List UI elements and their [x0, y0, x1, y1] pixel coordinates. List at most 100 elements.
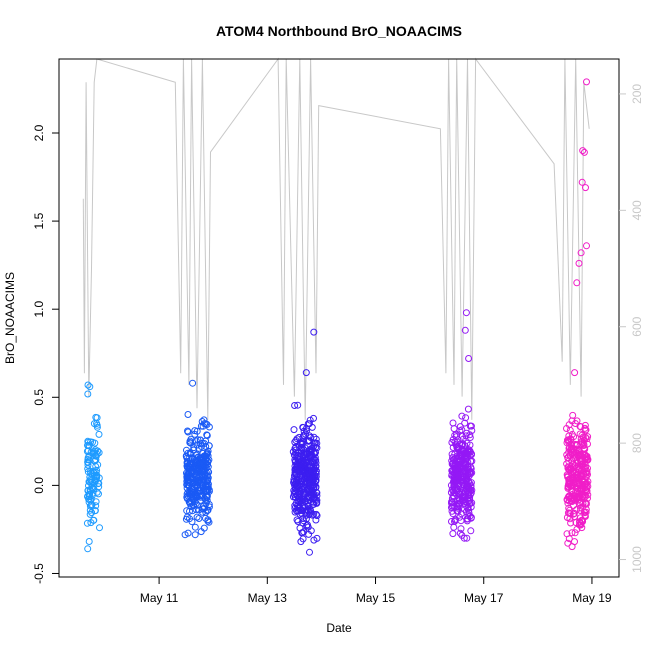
- data-point: [582, 499, 590, 507]
- y-right-tick-label: 200: [630, 84, 644, 104]
- x-tick-label: May 19: [572, 591, 612, 605]
- data-point-outlier: [582, 184, 589, 192]
- data-point: [84, 381, 92, 389]
- data-point: [451, 431, 459, 439]
- data-point: [302, 472, 310, 480]
- data-point: [457, 525, 465, 533]
- series-5: [563, 411, 592, 551]
- data-point: [465, 492, 473, 500]
- data-point-outlier: [306, 548, 313, 556]
- data-point: [195, 506, 203, 514]
- series-4: [447, 405, 476, 542]
- y-tick-label: -0.5: [32, 563, 46, 584]
- data-point: [93, 466, 101, 474]
- data-point: [88, 478, 96, 486]
- data-point: [463, 476, 471, 484]
- data-point: [186, 489, 194, 497]
- data-point: [466, 431, 474, 439]
- data-point: [578, 516, 586, 524]
- data-point: [86, 510, 94, 518]
- data-point-outlier: [579, 147, 587, 155]
- data-point: [458, 426, 466, 434]
- data-point: [84, 492, 92, 500]
- data-point: [86, 502, 94, 510]
- data-point: [89, 489, 97, 497]
- data-point: [567, 519, 575, 527]
- data-point-outlier: [462, 309, 470, 317]
- data-point: [300, 528, 308, 536]
- data-point: [95, 483, 103, 491]
- data-point: [464, 405, 472, 413]
- data-point: [448, 457, 456, 465]
- chart-title: ATOM4 Northbound BrO_NOAACIMS: [216, 23, 462, 39]
- data-point-outlier: [84, 545, 92, 553]
- data-point: [308, 511, 316, 519]
- data-point: [457, 464, 465, 472]
- data-point: [464, 503, 472, 511]
- data-point: [457, 517, 465, 525]
- data-point: [567, 479, 574, 487]
- data-point: [564, 509, 572, 517]
- data-point: [306, 447, 314, 455]
- data-point: [84, 390, 92, 398]
- data-point: [192, 437, 200, 445]
- data-point: [191, 531, 199, 539]
- data-point: [580, 508, 588, 516]
- data-point: [296, 477, 304, 485]
- data-point: [307, 463, 315, 471]
- data-point: [581, 456, 589, 464]
- data-point: [565, 504, 573, 512]
- data-point: [291, 438, 299, 446]
- plot-frame: [58, 58, 620, 578]
- data-point: [299, 423, 307, 431]
- data-point-outlier: [302, 369, 310, 377]
- data-point-outlier: [573, 279, 581, 287]
- data-point: [565, 535, 573, 543]
- x-axis-label: Date: [326, 621, 352, 635]
- data-point: [313, 489, 321, 497]
- data-point: [87, 448, 95, 456]
- data-point: [449, 530, 457, 538]
- data-point: [299, 504, 307, 512]
- data-point: [462, 414, 470, 422]
- data-point: [186, 507, 193, 515]
- data-point: [292, 443, 300, 451]
- data-point: [568, 529, 576, 537]
- data-point: [467, 422, 475, 430]
- data-point: [463, 534, 471, 542]
- data-point: [569, 473, 577, 481]
- data-point: [563, 439, 571, 447]
- data-point: [452, 433, 460, 441]
- data-point: [571, 529, 579, 537]
- data-point: [185, 498, 193, 506]
- data-point: [202, 437, 210, 445]
- data-point: [467, 457, 475, 465]
- data-point: [301, 480, 309, 488]
- data-point: [292, 485, 299, 493]
- data-point: [85, 478, 93, 486]
- data-point: [291, 402, 299, 409]
- data-point: [454, 507, 462, 515]
- data-point-outlier: [580, 148, 588, 156]
- data-point: [293, 478, 301, 486]
- data-point: [573, 506, 581, 513]
- data-point: [576, 449, 583, 457]
- data-point: [579, 433, 587, 441]
- data-point: [449, 487, 457, 495]
- data-point: [581, 426, 589, 434]
- data-point: [204, 506, 212, 514]
- data-point: [579, 485, 587, 493]
- data-point: [298, 486, 306, 494]
- data-point: [184, 411, 192, 418]
- data-point: [457, 452, 465, 460]
- data-point: [451, 518, 458, 525]
- data-point: [290, 426, 298, 434]
- data-point: [580, 444, 588, 452]
- y-tick-label: 1.0: [32, 301, 46, 318]
- x-tick-label: May 17: [464, 591, 504, 605]
- data-point: [200, 502, 208, 510]
- data-point: [460, 534, 468, 542]
- data-point: [458, 412, 466, 420]
